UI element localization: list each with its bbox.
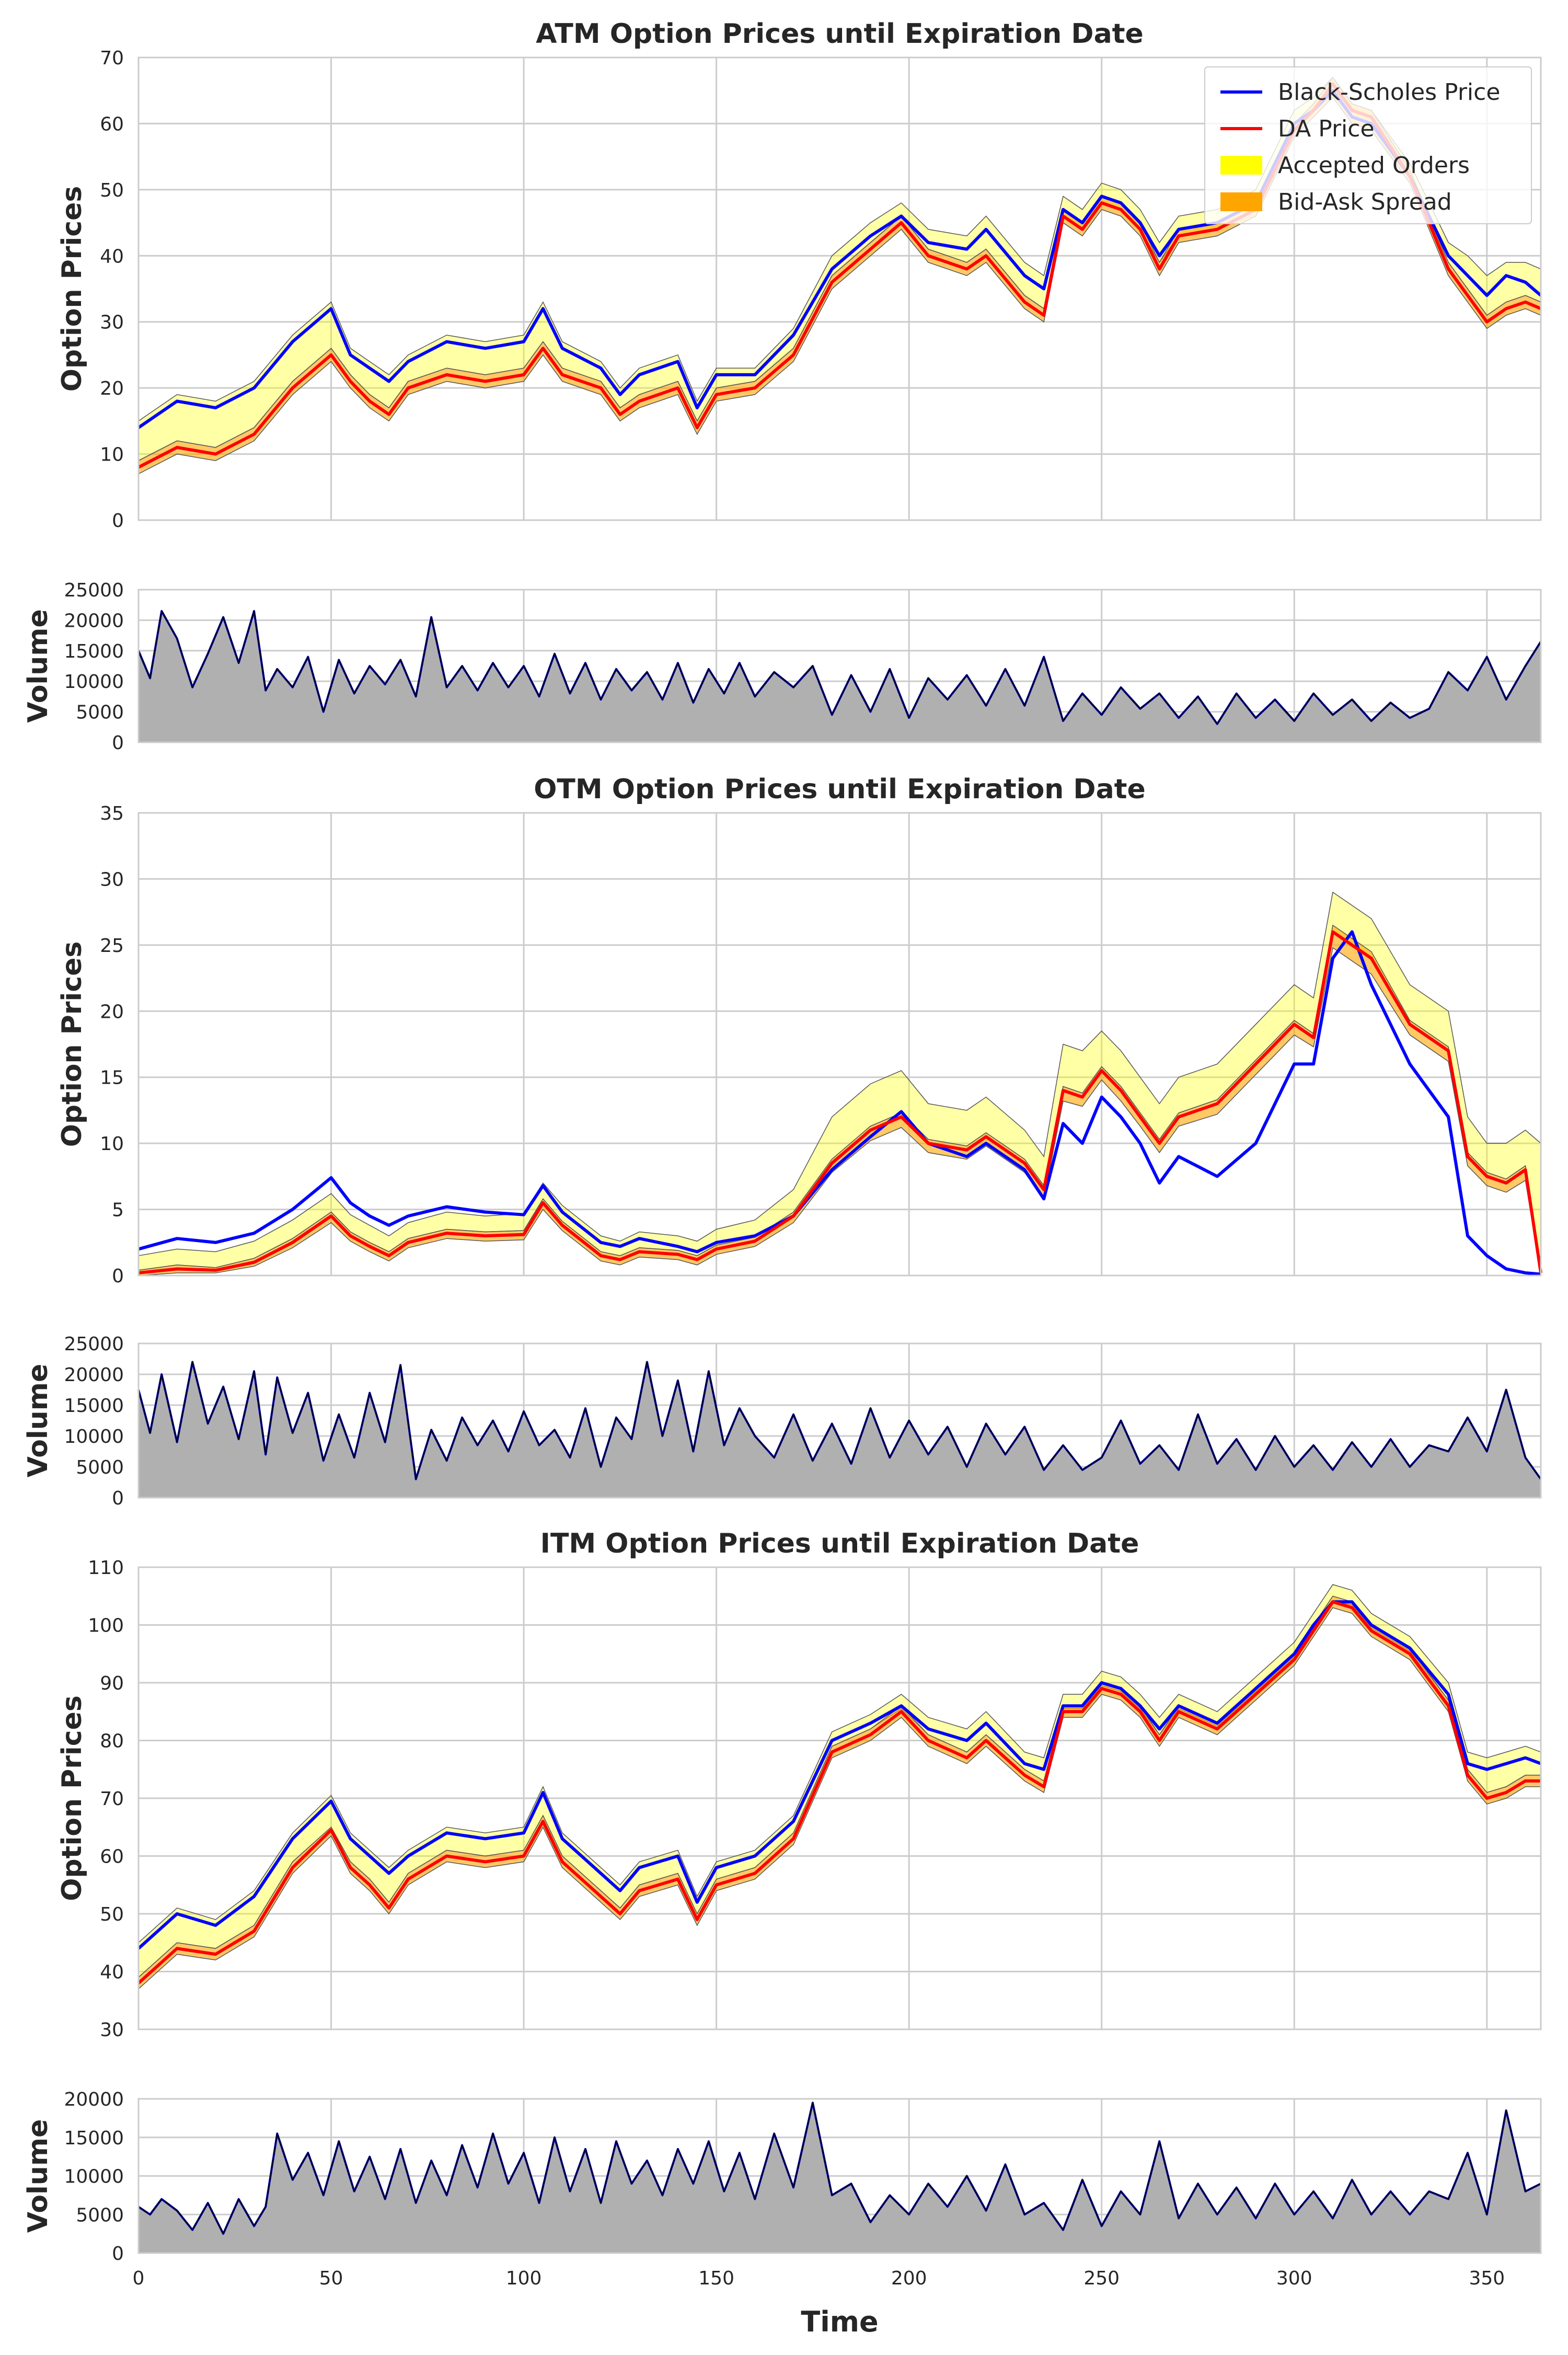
y-tick-label: 20	[100, 1001, 124, 1023]
y-tick-label: 70	[100, 1788, 124, 1810]
y-tick-label: 25000	[64, 1334, 124, 1355]
y-axis-label: Option Prices	[56, 1695, 88, 1901]
volume-area	[139, 2103, 1541, 2253]
panel-3: 0 5000 10000 15000 20000 25000 Volume	[22, 1334, 1542, 1509]
y-tick-label: 40	[100, 246, 124, 267]
y-tick-label: 50	[100, 180, 124, 201]
x-tick-label: 350	[1469, 2268, 1505, 2289]
y-tick-label: 10	[100, 444, 124, 466]
x-tick-label: 300	[1276, 2268, 1312, 2289]
legend-swatch-bid-ask-spread	[1220, 192, 1262, 211]
axes-frame	[137, 812, 1542, 1277]
x-tick-label: 50	[319, 2268, 343, 2289]
panel-2: 0 5 10 15 20 25 30 35 OTM Option Prices until Ex…	[56, 774, 1542, 1287]
panel-title: ITM Option Prices until Expiration Date	[540, 1528, 1139, 1559]
axes-frame	[137, 1566, 1542, 2030]
y-tick-label: 50	[100, 1904, 124, 1925]
y-axis-label: Option Prices	[56, 186, 88, 392]
bid-ask-spread-band	[138, 1595, 1541, 1990]
y-tick-label: 15000	[64, 2128, 124, 2149]
y-tick-label: 0	[112, 1488, 124, 1509]
panel-0: 0 10 20 30 40 50 60 70 ATM Option Prices until E…	[56, 18, 1542, 532]
y-tick-label: 60	[100, 1846, 124, 1868]
y-tick-label: 0	[112, 1266, 124, 1287]
legend-label: Accepted Orders	[1278, 152, 1470, 179]
legend-label: Bid-Ask Spread	[1278, 189, 1452, 215]
y-tick-label: 90	[100, 1673, 124, 1694]
y-tick-label: 35	[100, 803, 124, 824]
y-tick-label: 60	[100, 113, 124, 135]
y-tick-label: 0	[112, 732, 124, 754]
y-tick-label: 10000	[64, 671, 124, 693]
x-tick-label: 0	[133, 2268, 145, 2289]
y-tick-label: 10000	[64, 1426, 124, 1448]
black-scholes-line	[137, 1600, 1542, 1950]
panel-title: ATM Option Prices until Expiration Date	[536, 18, 1144, 50]
y-axis-label: Volume	[22, 1364, 54, 1477]
y-tick-label: 110	[88, 1557, 124, 1579]
panel-5: 0 5000 10000 15000 20000 Volume 0 50 100 150 200 25…	[22, 2089, 1542, 2338]
y-axis-label: Option Prices	[56, 941, 88, 1147]
y-tick-label: 30	[100, 869, 124, 890]
x-axis-label: Time	[801, 2305, 878, 2338]
volume-line	[138, 2102, 1541, 2235]
volume-area	[139, 1362, 1541, 1498]
y-tick-label: 30	[100, 312, 124, 334]
legend-label: DA Price	[1278, 116, 1375, 142]
volume-line	[138, 610, 1541, 725]
x-tick-label: 150	[698, 2268, 734, 2289]
y-tick-label: 15000	[64, 641, 124, 662]
da-price-line	[137, 1600, 1541, 1984]
x-tick-label: 100	[506, 2268, 542, 2289]
axes-frame	[137, 589, 1542, 743]
y-tick-label: 100	[88, 1615, 124, 1637]
y-tick-label: 0	[112, 2243, 124, 2265]
legend-box	[1204, 66, 1532, 224]
y-tick-label: 15	[100, 1067, 124, 1089]
volume-line	[138, 1361, 1541, 1480]
y-tick-label: 5000	[76, 1457, 124, 1478]
y-tick-label: 25000	[64, 580, 124, 601]
axes-frame	[137, 1342, 1542, 1499]
y-axis-label: Volume	[22, 2119, 54, 2233]
y-tick-label: 5000	[76, 702, 124, 723]
x-tick-label: 200	[891, 2268, 927, 2289]
panel-title: OTM Option Prices until Expiration Date	[534, 774, 1146, 805]
y-tick-label: 20	[100, 378, 124, 399]
black-scholes-line	[138, 930, 1541, 1276]
axes-frame	[137, 2098, 1542, 2254]
axes-frame	[137, 56, 1542, 521]
y-tick-label: 0	[112, 510, 124, 532]
da-price-line	[138, 930, 1542, 1274]
y-tick-label: 20000	[64, 1364, 124, 1386]
y-tick-label: 5	[112, 1200, 124, 1221]
y-axis-label: Volume	[22, 609, 54, 722]
y-tick-label: 80	[100, 1731, 124, 1752]
panel-1: 0 5000 10000 15000 20000 25000 Volume	[22, 580, 1542, 754]
legend-label: Black-Scholes Price	[1278, 79, 1500, 106]
volume-area	[139, 611, 1541, 742]
y-tick-label: 5000	[76, 2204, 124, 2226]
panel-4: 30 40 50 60 70 80 90 100 110 ITM Option Prices un…	[56, 1528, 1542, 2041]
y-tick-label: 25	[100, 935, 124, 957]
y-tick-label: 20000	[64, 2089, 124, 2110]
legend: Black-Scholes Price DA Price Accepted Orde…	[1204, 66, 1532, 224]
y-tick-label: 15000	[64, 1395, 124, 1417]
y-tick-label: 20000	[64, 610, 124, 631]
y-tick-label: 10000	[64, 2166, 124, 2188]
y-tick-label: 30	[100, 2019, 124, 2041]
y-tick-label: 40	[100, 1962, 124, 1983]
x-tick-label: 250	[1083, 2268, 1120, 2289]
legend-swatch-accepted-orders	[1220, 156, 1262, 175]
accepted-orders-band	[138, 1584, 1541, 1979]
y-tick-label: 10	[100, 1133, 124, 1155]
y-tick-label: 70	[100, 48, 124, 69]
